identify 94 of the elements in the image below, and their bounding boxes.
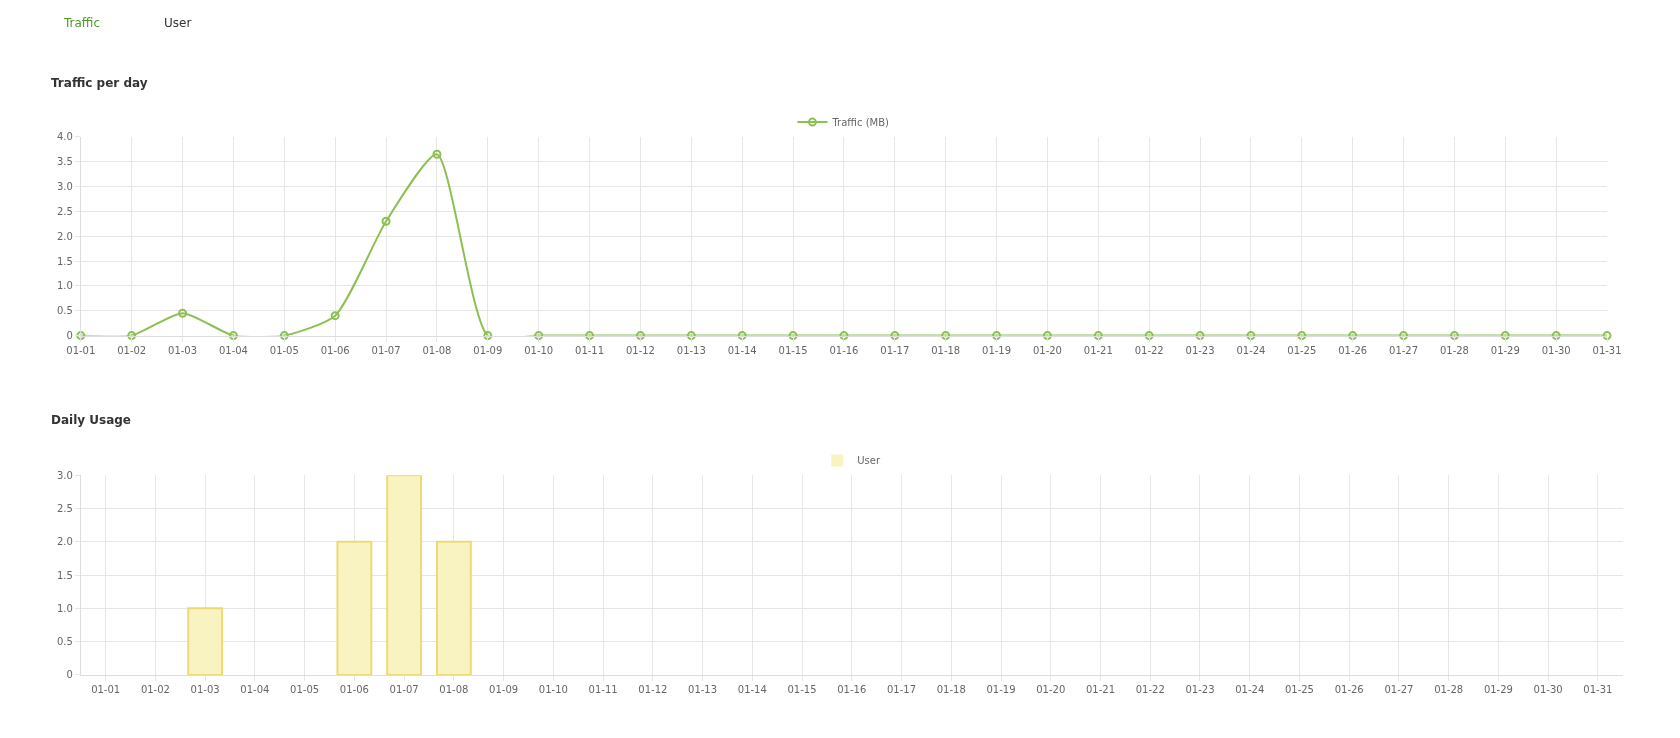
x-tick-label: 01-10 <box>524 344 554 356</box>
y-tick-label: 2.0 <box>56 230 73 242</box>
x-tick-label: 01-18 <box>931 344 961 356</box>
x-tick-label: 01-15 <box>787 683 817 695</box>
x-tick-label: 01-27 <box>1384 683 1414 695</box>
y-tick-label: 2.0 <box>56 536 73 548</box>
x-tick-label: 01-16 <box>837 683 867 695</box>
x-tick-label: 01-10 <box>538 683 568 695</box>
x-tick-label: 01-13 <box>676 344 706 356</box>
x-tick-label: 01-01 <box>91 683 121 695</box>
text: Traffic <box>63 16 101 30</box>
x-tick-label: 01-26 <box>1334 683 1364 695</box>
x-tick-label: 01-14 <box>727 344 757 356</box>
y-tick-label: 1.5 <box>56 255 73 267</box>
y-tick-label: 0 <box>66 669 73 681</box>
x-tick-label: 01-30 <box>1533 683 1563 695</box>
x-tick-label: 01-05 <box>290 683 320 695</box>
y-tick-label: 3.5 <box>56 156 73 168</box>
x-tick-label: 01-11 <box>575 344 605 356</box>
point <box>76 331 86 341</box>
x-tick-label: 01-08 <box>422 344 452 356</box>
y-tick-label: 2.5 <box>56 205 73 217</box>
x-tick-label: 01-29 <box>1483 683 1513 695</box>
x-tick-label: 01-16 <box>829 344 859 356</box>
chart-title: Traffic per day <box>51 76 148 90</box>
x-tick-label: 01-09 <box>489 683 519 695</box>
x-tick-label: 01-03 <box>168 344 198 356</box>
chart-title: Daily Usage <box>51 413 131 427</box>
x-tick-label: 01-06 <box>320 344 350 356</box>
x-tick-label: 01-21 <box>1083 344 1113 356</box>
x-tick-label: 01-25 <box>1284 683 1314 695</box>
x-tick-label: 01-01 <box>66 344 96 356</box>
y-tick-label: 2.5 <box>56 503 73 515</box>
x-tick-label: 01-27 <box>1389 344 1419 356</box>
x-tick-label: 01-21 <box>1085 683 1116 695</box>
x-tick-label: 01-19 <box>982 344 1012 356</box>
y-tick-label: 0.5 <box>56 636 73 648</box>
x-tick-label: 01-20 <box>1032 344 1062 356</box>
x-tick-label: 01-23 <box>1185 344 1215 356</box>
y-tick-label: 4.0 <box>56 131 73 143</box>
bar <box>187 607 224 675</box>
x-tick-label: 01-23 <box>1185 683 1215 695</box>
x-tick-label: 01-18 <box>936 683 966 695</box>
bar <box>386 475 423 675</box>
x-tick-label: 01-02 <box>117 344 147 356</box>
x-tick-label: 01-30 <box>1541 344 1571 356</box>
x-tick-label: 01-13 <box>688 683 718 695</box>
x-tick-label: 01-12 <box>638 683 668 695</box>
x-tick-label: 01-07 <box>371 344 401 356</box>
x-tick-label: 01-07 <box>389 683 419 695</box>
x-tick-label: 01-26 <box>1338 344 1368 356</box>
x-tick-label: 01-24 <box>1235 683 1265 695</box>
point <box>1602 331 1612 341</box>
y-tick-label: 0 <box>66 330 73 342</box>
x-tick-label: 01-31 <box>1583 683 1613 695</box>
y-tick-label: 1.0 <box>56 280 73 292</box>
x-tick-label: 01-04 <box>218 344 248 356</box>
x-tick-label: 01-14 <box>737 683 767 695</box>
legend-label: User <box>857 455 881 467</box>
x-tick-label: 01-28 <box>1439 344 1469 356</box>
x-tick-label: 01-06 <box>339 683 369 695</box>
x-tick-label: 01-09 <box>473 344 503 356</box>
x-tick-label: 01-12 <box>625 344 655 356</box>
y-tick-label: 3.0 <box>56 469 73 481</box>
point <box>330 311 340 321</box>
x-tick-label: 01-28 <box>1434 683 1464 695</box>
x-tick-label: 01-04 <box>240 683 270 695</box>
x-tick-label: 01-08 <box>439 683 469 695</box>
x-tick-label: 01-17 <box>880 344 910 356</box>
x-tick-label: 01-11 <box>588 683 618 695</box>
x-tick-label: 01-17 <box>886 683 917 695</box>
legend-label: Traffic (MB) <box>831 116 890 128</box>
x-tick-label: 01-20 <box>1036 683 1066 695</box>
bar <box>435 540 472 675</box>
x-tick-label: 01-19 <box>986 683 1016 695</box>
x-tick-label: 01-24 <box>1236 344 1266 356</box>
x-tick-label: 01-29 <box>1490 344 1520 356</box>
x-tick-label: 01-31 <box>1592 344 1622 356</box>
x-tick-label: 01-22 <box>1134 344 1164 356</box>
point <box>432 149 442 159</box>
text: User <box>164 16 192 30</box>
bar <box>336 540 373 675</box>
x-tick-label: 01-03 <box>190 683 220 695</box>
x-tick-label: 01-02 <box>140 683 170 695</box>
point <box>178 308 188 318</box>
y-tick-label: 1.0 <box>56 602 73 614</box>
point <box>381 216 391 226</box>
x-tick-label: 01-22 <box>1135 683 1165 695</box>
x-tick-label: 01-25 <box>1287 344 1317 356</box>
y-tick-label: 1.5 <box>56 569 73 581</box>
y-tick-label: 3.0 <box>56 181 73 193</box>
y-tick-label: 0.5 <box>56 305 73 317</box>
x-tick-label: 01-15 <box>778 344 808 356</box>
x-tick-label: 01-05 <box>269 344 299 356</box>
